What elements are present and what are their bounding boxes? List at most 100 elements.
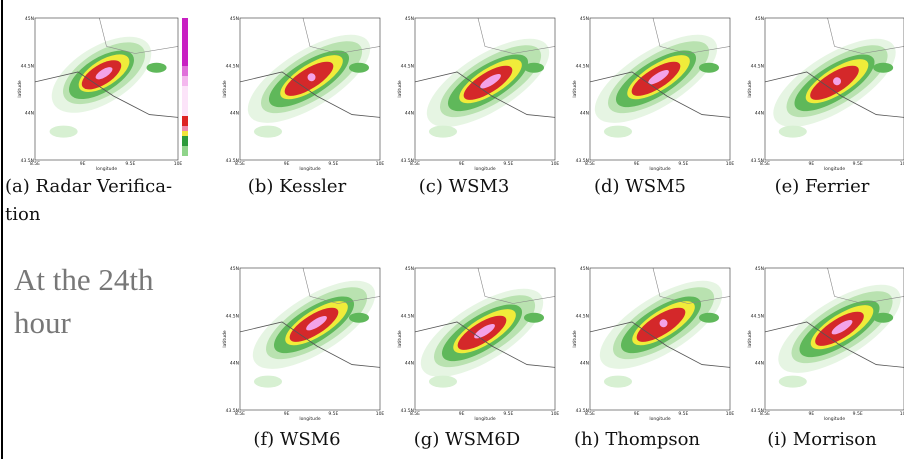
lon-tick: 9.5E bbox=[503, 161, 513, 167]
lat-tick: 44.5N bbox=[751, 313, 764, 319]
precip-cell bbox=[349, 63, 369, 73]
caption: (d) WSM5 bbox=[594, 176, 686, 197]
lon-tick: 8.5E bbox=[585, 411, 595, 417]
caption: (c) WSM3 bbox=[419, 176, 510, 197]
lon-tick: 9E bbox=[634, 411, 640, 417]
lat-tick: 44N bbox=[25, 111, 34, 117]
colorbar-band bbox=[182, 131, 188, 136]
colorbar-band bbox=[182, 86, 188, 116]
lat-tick: 44N bbox=[580, 361, 589, 367]
lon-tick: 10E bbox=[376, 411, 385, 417]
lat-tick: 44N bbox=[755, 361, 764, 367]
caption: (e) Ferrier bbox=[775, 176, 870, 197]
colorbar-band bbox=[182, 116, 188, 126]
caption: (a) Radar Verifica- bbox=[5, 176, 172, 197]
lon-tick: 8.5E bbox=[410, 161, 420, 167]
lat-tick: 44N bbox=[230, 361, 239, 367]
map bbox=[587, 264, 735, 410]
lon-tick: 9.5E bbox=[853, 161, 863, 167]
lon-tick: 8.5E bbox=[760, 411, 770, 417]
lat-tick: 44.5N bbox=[401, 313, 414, 319]
y-label: latitude bbox=[747, 80, 753, 97]
lat-tick: 45N bbox=[25, 16, 34, 22]
lat-tick: 45N bbox=[405, 266, 414, 272]
lon-tick: 9.5E bbox=[328, 161, 338, 167]
x-label: longitude bbox=[474, 416, 495, 422]
lon-tick: 10E bbox=[900, 411, 904, 417]
lon-tick: 9E bbox=[284, 411, 290, 417]
map bbox=[408, 268, 556, 410]
lat-tick: 45N bbox=[755, 266, 764, 272]
lat-tick: 44.5N bbox=[576, 63, 589, 69]
caption: (b) Kessler bbox=[248, 176, 347, 197]
lon-tick: 9.5E bbox=[328, 411, 338, 417]
lon-tick: 9.5E bbox=[125, 161, 135, 167]
lon-tick: 8.5E bbox=[235, 411, 245, 417]
precip-cell bbox=[254, 376, 282, 388]
lon-tick: 9E bbox=[808, 161, 814, 167]
precip-cell bbox=[429, 126, 457, 138]
lat-tick: 44.5N bbox=[226, 63, 239, 69]
map bbox=[414, 18, 562, 160]
x-label: longitude bbox=[649, 416, 670, 422]
map bbox=[240, 264, 388, 410]
lat-tick: 44.5N bbox=[751, 63, 764, 69]
precip-cell bbox=[699, 63, 719, 73]
lat-tick: 45N bbox=[580, 16, 589, 22]
lat-tick: 44.5N bbox=[576, 313, 589, 319]
precip-cell bbox=[429, 376, 457, 388]
y-label: latitude bbox=[17, 80, 23, 97]
colorbar-band bbox=[182, 18, 188, 66]
lat-tick: 45N bbox=[580, 266, 589, 272]
precip-cell bbox=[779, 376, 807, 388]
precip-cell bbox=[524, 313, 544, 323]
lat-tick: 45N bbox=[230, 266, 239, 272]
caption: tion bbox=[5, 204, 41, 225]
lon-tick: 9E bbox=[634, 161, 640, 167]
lon-tick: 10E bbox=[376, 161, 385, 167]
x-label: longitude bbox=[824, 166, 845, 172]
lon-tick: 10E bbox=[551, 161, 560, 167]
map bbox=[235, 18, 383, 160]
lat-tick: 44.5N bbox=[401, 63, 414, 69]
precip-cell bbox=[873, 63, 893, 73]
precip-cell bbox=[50, 126, 78, 138]
lon-tick: 10E bbox=[726, 411, 735, 417]
lon-tick: 9E bbox=[459, 411, 465, 417]
lon-tick: 10E bbox=[726, 161, 735, 167]
map-panel: 45N44.5N44N43.5N8.5E9E9.5E10Elatitudelon… bbox=[222, 16, 384, 172]
lat-tick: 44N bbox=[405, 361, 414, 367]
map-panel: 45N44.5N44N43.5N8.5E9E9.5E10Elatitudelon… bbox=[17, 16, 182, 172]
caption: (f) WSM6 bbox=[253, 429, 340, 450]
x-label: longitude bbox=[824, 416, 845, 422]
lon-tick: 8.5E bbox=[585, 161, 595, 167]
map-panel: 45N44.5N44N43.5N8.5E9E9.5E10Elatitudelon… bbox=[747, 16, 904, 172]
y-label: latitude bbox=[747, 330, 753, 347]
lat-tick: 44.5N bbox=[226, 313, 239, 319]
x-label: longitude bbox=[96, 166, 117, 172]
precip-cell bbox=[524, 63, 544, 73]
colorbar-band bbox=[182, 126, 188, 131]
precip-cell bbox=[604, 126, 632, 138]
x-label: longitude bbox=[299, 416, 320, 422]
lon-tick: 8.5E bbox=[30, 161, 40, 167]
colorbar-band bbox=[182, 76, 188, 86]
side-note: At the 24th bbox=[14, 262, 154, 297]
x-label: longitude bbox=[474, 166, 495, 172]
lat-tick: 44N bbox=[755, 111, 764, 117]
lon-tick: 9.5E bbox=[678, 411, 688, 417]
lat-tick: 44N bbox=[405, 111, 414, 117]
map-panel: 45N44.5N44N43.5N8.5E9E9.5E10Elatitudelon… bbox=[747, 266, 904, 422]
lon-tick: 8.5E bbox=[410, 411, 420, 417]
lon-tick: 10E bbox=[900, 161, 904, 167]
precip-cell bbox=[779, 126, 807, 138]
colorbar-band bbox=[182, 136, 188, 146]
caption: (i) Morrison bbox=[767, 429, 877, 450]
lon-tick: 10E bbox=[551, 411, 560, 417]
map-panel: 45N44.5N44N43.5N8.5E9E9.5E10Elatitudelon… bbox=[397, 266, 559, 422]
precip-cell bbox=[254, 126, 282, 138]
precip-cell bbox=[699, 313, 719, 323]
